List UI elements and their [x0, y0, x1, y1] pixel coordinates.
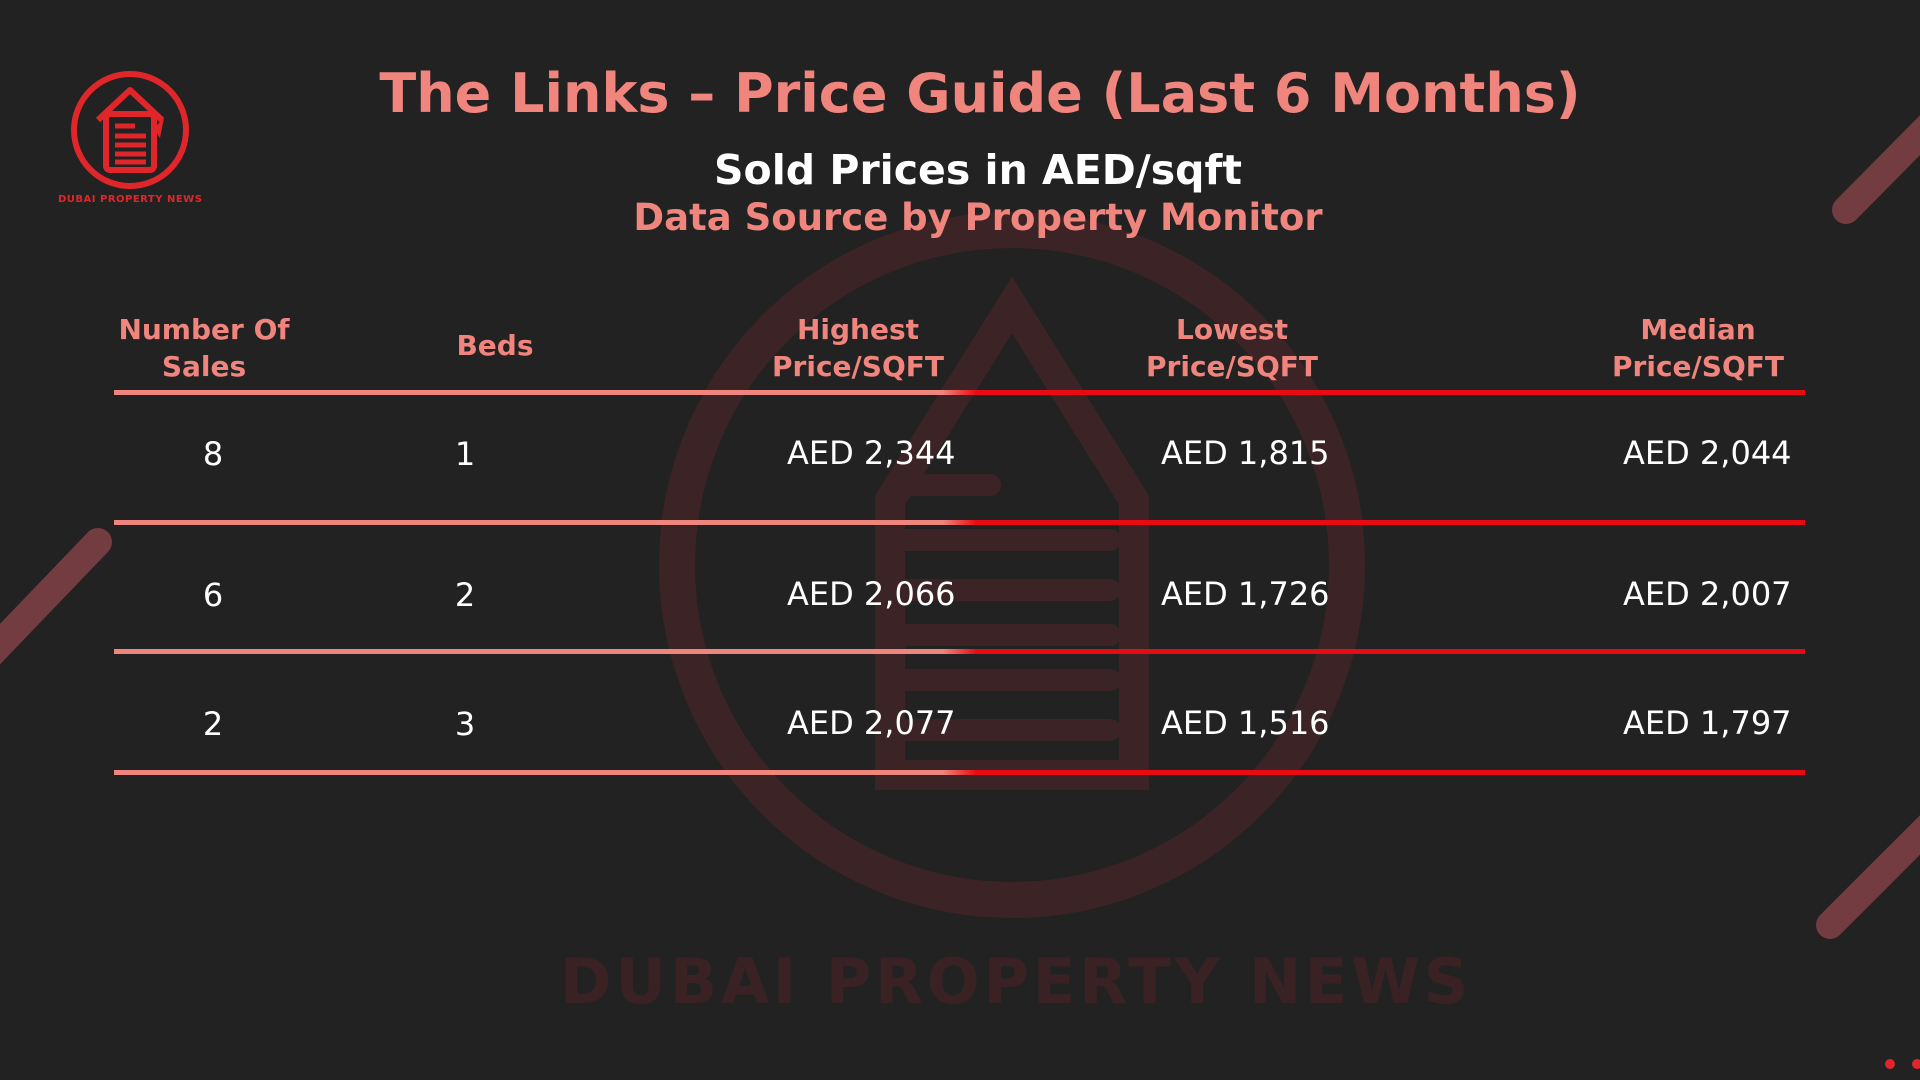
- logo-caption: DUBAI PROPERTY NEWS: [58, 194, 203, 205]
- cell-sales: 2: [202, 705, 224, 743]
- decorative-dot: [1885, 1059, 1895, 1069]
- table-divider: [114, 770, 1805, 775]
- column-header-lowest: Lowest Price/SQFT: [1146, 313, 1318, 383]
- cell-highest: AED 2,344: [787, 434, 956, 472]
- cell-lowest: AED 1,815: [1161, 434, 1330, 472]
- cell-lowest: AED 1,726: [1161, 575, 1330, 613]
- data-source-label: Data Source by Property Monitor: [633, 196, 1323, 239]
- decorative-dot: [1912, 1059, 1920, 1069]
- house-document-icon: [71, 71, 189, 189]
- cell-sales: 8: [202, 435, 224, 473]
- table-divider: [114, 649, 1805, 654]
- cell-median: AED 2,007: [1623, 575, 1792, 613]
- table-divider: [114, 520, 1805, 525]
- cell-beds: 2: [454, 576, 476, 614]
- cell-beds: 1: [454, 435, 476, 473]
- cell-median: AED 1,797: [1623, 704, 1792, 742]
- column-header-sales: Number Of Sales: [118, 313, 290, 383]
- column-header-highest: Highest Price/SQFT: [772, 313, 944, 383]
- watermark-text: DUBAI PROPERTY NEWS: [560, 945, 1473, 1018]
- watermark-logo-icon: [659, 212, 1365, 918]
- cell-median: AED 2,044: [1623, 434, 1792, 472]
- cell-highest: AED 2,066: [787, 575, 956, 613]
- column-header-median: Median Price/SQFT: [1612, 313, 1784, 383]
- watermark-lines: [894, 474, 1121, 741]
- page-title: The Links – Price Guide (Last 6 Months): [379, 62, 1581, 125]
- decorative-slash-strokes: [0, 115, 1920, 939]
- cell-beds: 3: [454, 705, 476, 743]
- cell-sales: 6: [202, 576, 224, 614]
- cell-lowest: AED 1,516: [1161, 704, 1330, 742]
- page-subtitle: Sold Prices in AED/sqft: [714, 146, 1242, 194]
- cell-highest: AED 2,077: [787, 704, 956, 742]
- table-divider: [114, 390, 1805, 395]
- column-header-beds: Beds: [456, 329, 534, 362]
